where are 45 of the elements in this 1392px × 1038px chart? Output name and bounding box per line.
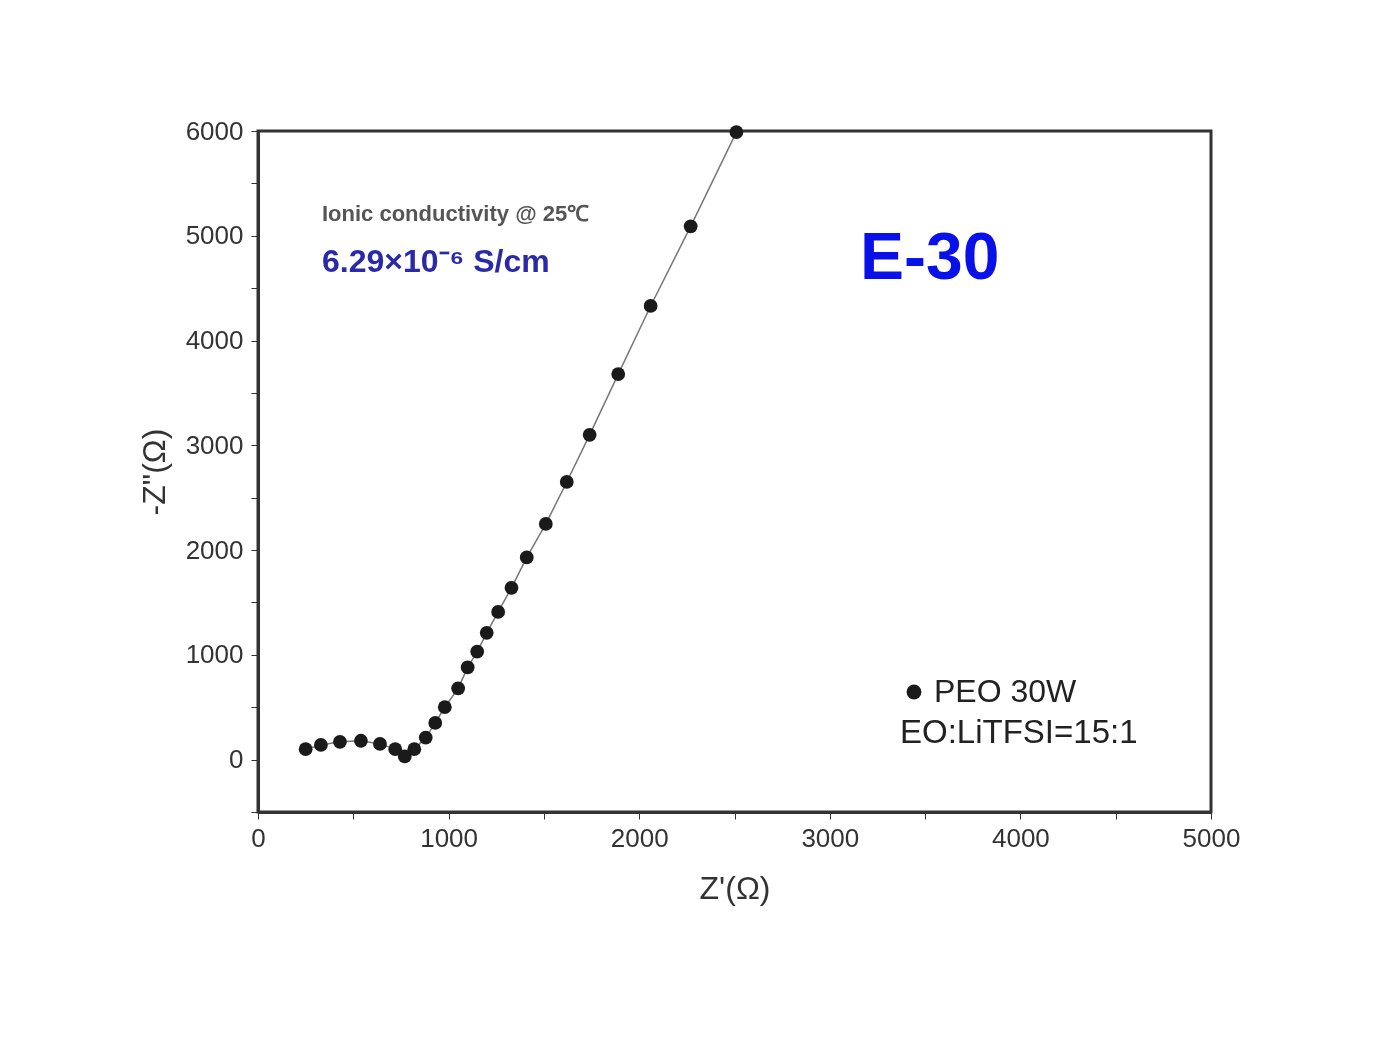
point — [460, 660, 475, 675]
point — [407, 742, 422, 757]
point — [519, 550, 534, 565]
point — [354, 733, 368, 748]
x-tick-label: 3000 — [801, 822, 860, 853]
point — [491, 605, 506, 619]
point — [683, 219, 698, 234]
y-tick-label: 6000 — [185, 115, 244, 146]
point — [418, 730, 433, 745]
y-tick-label: 1000 — [185, 639, 244, 670]
point — [373, 737, 387, 751]
point — [470, 644, 485, 659]
legend-label: PEO 30W — [934, 673, 1078, 709]
x-tick-label: 2000 — [610, 822, 669, 853]
point — [314, 738, 328, 752]
point — [729, 125, 744, 139]
x-tick-label: 5000 — [1182, 822, 1241, 853]
annotation: E-30 — [860, 219, 1000, 293]
x-tick-label: 4000 — [991, 822, 1050, 853]
x-tick-label: 0 — [251, 822, 266, 853]
y-tick-label: 3000 — [185, 429, 244, 460]
point — [437, 700, 452, 715]
annotation: Ionic conductivity @ 25℃ — [322, 201, 590, 226]
point — [559, 475, 574, 489]
point — [643, 299, 658, 313]
point — [333, 734, 347, 749]
x-tick-label: 1000 — [420, 822, 479, 853]
x-axis-title: Z'(Ω) — [699, 869, 771, 906]
point — [582, 427, 597, 442]
annotation: 6.29×10⁻⁶ S/cm — [322, 243, 550, 279]
y-tick-label: 5000 — [185, 220, 244, 251]
point — [428, 716, 443, 730]
point — [504, 580, 519, 595]
point — [538, 517, 553, 531]
y-axis-title: -Z"(Ω) — [135, 428, 172, 516]
y-tick-label: 4000 — [185, 325, 244, 356]
y-tick-label: 2000 — [185, 534, 244, 565]
point — [479, 625, 494, 640]
annotation: EO:LiTFSI=15:1 — [900, 713, 1138, 750]
point — [298, 742, 313, 757]
point — [397, 749, 412, 764]
point — [451, 681, 466, 696]
y-tick-label: 0 — [229, 744, 244, 775]
point — [388, 742, 403, 757]
point — [611, 367, 626, 381]
